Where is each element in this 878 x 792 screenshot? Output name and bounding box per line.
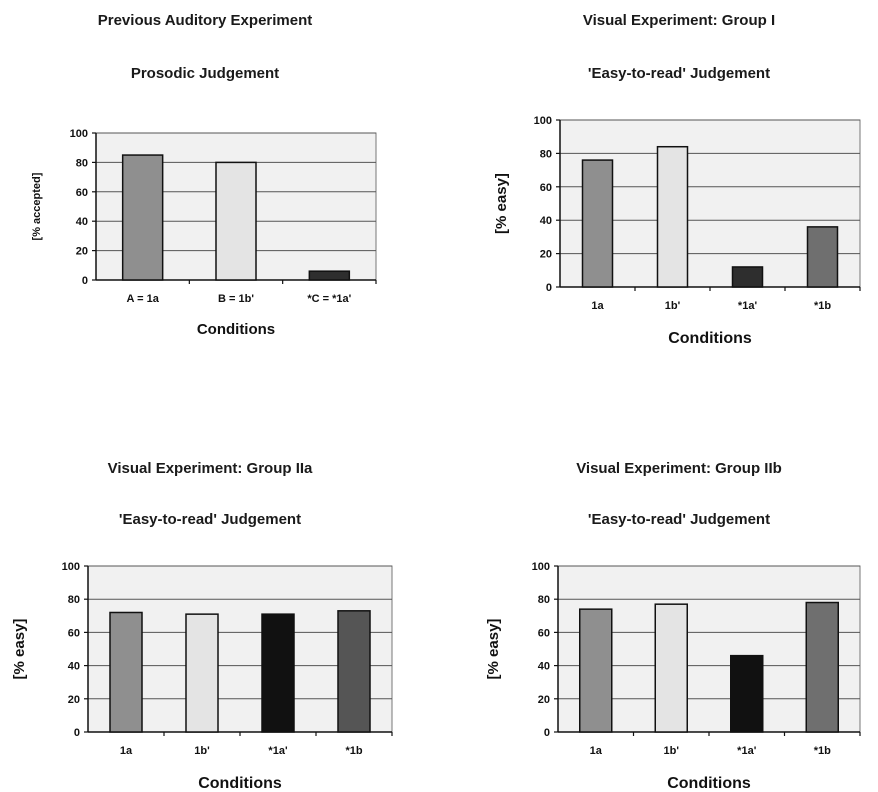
category-label: *1a' — [737, 745, 757, 757]
category-label: A = 1a — [127, 293, 160, 305]
y-tick-label: 40 — [538, 661, 550, 673]
y-tick-label: 20 — [538, 694, 550, 706]
x-axis-title: Conditions — [197, 321, 275, 338]
category-label: *1b — [814, 745, 831, 757]
y-tick-label: 40 — [540, 215, 552, 227]
category-label: 1b' — [665, 300, 681, 312]
y-tick-label: 80 — [68, 594, 80, 606]
bar-4 — [805, 601, 839, 733]
chart-subtitle: 'Easy-to-read' Judgement — [587, 65, 771, 82]
x-axis-title: Conditions — [667, 775, 751, 792]
chart-panel-group-iia: Visual Experiment: Group IIa 'Easy-to-re… — [0, 450, 440, 792]
bar-2 — [654, 603, 688, 733]
y-tick-label: 40 — [76, 216, 88, 228]
category-label: 1a — [590, 745, 603, 757]
chart-panel-group-i: Visual Experiment: Group I 'Easy-to-read… — [440, 0, 878, 370]
chart-title: Previous Auditory Experiment — [97, 12, 313, 29]
chart-subtitle: Prosodic Judgement — [130, 65, 280, 82]
bar-chart-svg: 0 20 40 60 80 100 1a 1b' *1a' *1b Conditions [% eas… — [485, 561, 861, 792]
y-tick-label: 100 — [62, 561, 80, 573]
chart-panel-group-iib: Visual Experiment: Group IIb 'Easy-to-re… — [440, 450, 878, 792]
bar-3 — [731, 266, 764, 288]
bar-chart-svg: 0 20 40 60 80 100 1a 1b' *1a' *1b Conditions [% eas… — [493, 115, 861, 347]
bar-3 — [261, 613, 295, 733]
y-tick-label: 0 — [82, 275, 88, 287]
y-tick-label: 60 — [68, 627, 80, 639]
chart-subtitle: 'Easy-to-read' Judgement — [587, 511, 771, 528]
bar-1 — [581, 159, 614, 288]
chart-title: Visual Experiment: Group I — [582, 12, 776, 29]
bar-2 — [656, 145, 689, 288]
bar-3 — [308, 270, 351, 281]
bar-1 — [121, 154, 164, 281]
y-axis-title: [% easy] — [485, 619, 502, 680]
y-axis-title: [% accepted] — [31, 172, 43, 240]
y-axis-title: [% easy] — [11, 619, 28, 680]
y-tick-label: 60 — [540, 182, 552, 194]
y-tick-label: 80 — [540, 148, 552, 160]
bar-1 — [579, 608, 613, 733]
chart-title: Visual Experiment: Group IIb — [576, 460, 782, 477]
y-tick-label: 0 — [544, 727, 550, 739]
chart-panel-auditory: Previous Auditory Experiment Prosodic Ju… — [0, 0, 440, 360]
y-tick-label: 0 — [74, 727, 80, 739]
y-tick-label: 0 — [546, 282, 552, 294]
category-label: 1b' — [664, 745, 680, 757]
y-tick-label: 100 — [70, 128, 88, 140]
y-tick-label: 100 — [534, 115, 552, 127]
y-tick-label: 20 — [68, 694, 80, 706]
y-tick-label: 20 — [76, 246, 88, 258]
y-tick-label: 80 — [76, 157, 88, 169]
y-tick-label: 80 — [538, 594, 550, 606]
chart-title: Visual Experiment: Group IIa — [107, 460, 313, 477]
y-tick-label: 100 — [532, 561, 550, 573]
bar-chart-svg: 0 20 40 60 80 100 1a 1b' *1a' *1b Conditions [% eas… — [11, 561, 393, 792]
x-axis-title: Conditions — [668, 330, 752, 347]
bar-4 — [337, 610, 371, 733]
category-label: *C = *1a' — [307, 293, 351, 305]
x-axis-title: Conditions — [198, 775, 282, 792]
chart-subtitle: 'Easy-to-read' Judgement — [118, 511, 302, 528]
bar-3 — [730, 654, 764, 733]
y-axis-title: [% easy] — [493, 173, 510, 234]
bar-4 — [806, 226, 839, 288]
y-tick-label: 60 — [76, 187, 88, 199]
y-tick-label: 60 — [538, 627, 550, 639]
bar-1 — [109, 611, 143, 733]
y-tick-label: 40 — [68, 661, 80, 673]
category-label: B = 1b' — [218, 293, 254, 305]
bar-2 — [185, 613, 219, 733]
bar-2 — [215, 161, 257, 281]
category-label: *1a' — [738, 300, 758, 312]
category-label: *1b — [814, 300, 831, 312]
category-label: 1a — [120, 745, 133, 757]
category-label: 1a — [591, 300, 604, 312]
bar-chart-svg: 0 20 40 60 80 100 A = 1a B = 1b' *C = *1a' Condit… — [31, 128, 377, 338]
category-label: *1b — [345, 745, 362, 757]
category-label: 1b' — [194, 745, 210, 757]
y-tick-label: 20 — [540, 249, 552, 261]
category-label: *1a' — [268, 745, 288, 757]
